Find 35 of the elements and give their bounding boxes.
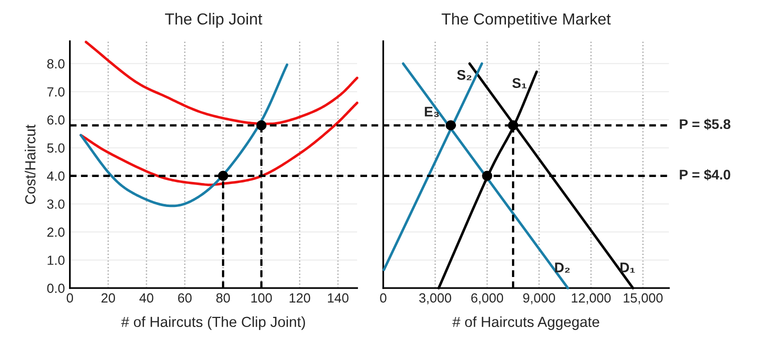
x-tick-label: 12,000 xyxy=(572,293,611,304)
x-tick-label: 80 xyxy=(216,293,230,303)
y-tick-label: 8.0 xyxy=(47,59,65,69)
x-tick-label: 100 xyxy=(251,293,272,303)
x-tick-label: 120 xyxy=(290,293,310,303)
x-axis-title: # of Haircuts (The Clip Joint) xyxy=(121,316,305,330)
chart-title: The Clip Joint xyxy=(165,12,262,28)
x-tick-label: 6,000 xyxy=(471,293,504,304)
x-tick-label: 3,000 xyxy=(419,293,452,304)
y-tick-label: 1.0 xyxy=(48,256,65,265)
y-tick-label: 4.0 xyxy=(46,171,65,181)
chart-title: The Competitive Market xyxy=(442,12,611,28)
y-tick-label: 0.0 xyxy=(47,284,65,293)
x-tick-label: 0 xyxy=(66,293,74,303)
series-label: S₂ xyxy=(457,70,472,80)
x-tick-label: 9,000 xyxy=(523,293,556,304)
y-tick-label: 6.0 xyxy=(47,115,65,125)
series-label: D₁ xyxy=(620,262,635,273)
y-tick-label: 5.0 xyxy=(47,143,65,153)
x-axis-title: # of Haircuts Aggegate xyxy=(452,316,600,330)
y-tick-label: 3.0 xyxy=(47,199,65,209)
ref-line-label: P = $5.8 xyxy=(680,118,730,130)
series-label: S₁ xyxy=(512,78,526,88)
x-tick-label: 20 xyxy=(102,293,116,303)
series-label: E₃ xyxy=(424,106,439,117)
x-tick-label: 0 xyxy=(380,293,386,303)
x-tick-label: 60 xyxy=(178,293,192,303)
x-tick-label: 140 xyxy=(328,293,348,303)
ref-line-label: P = $4.0 xyxy=(680,169,730,180)
series-label: D₂ xyxy=(555,262,570,273)
y-axis-title: Cost/Haircut xyxy=(24,124,36,204)
x-tick-label: 15,000 xyxy=(624,293,663,304)
y-tick-label: 2.0 xyxy=(47,228,65,237)
y-tick-label: 7.0 xyxy=(47,87,65,97)
x-tick-label: 40 xyxy=(139,293,154,303)
